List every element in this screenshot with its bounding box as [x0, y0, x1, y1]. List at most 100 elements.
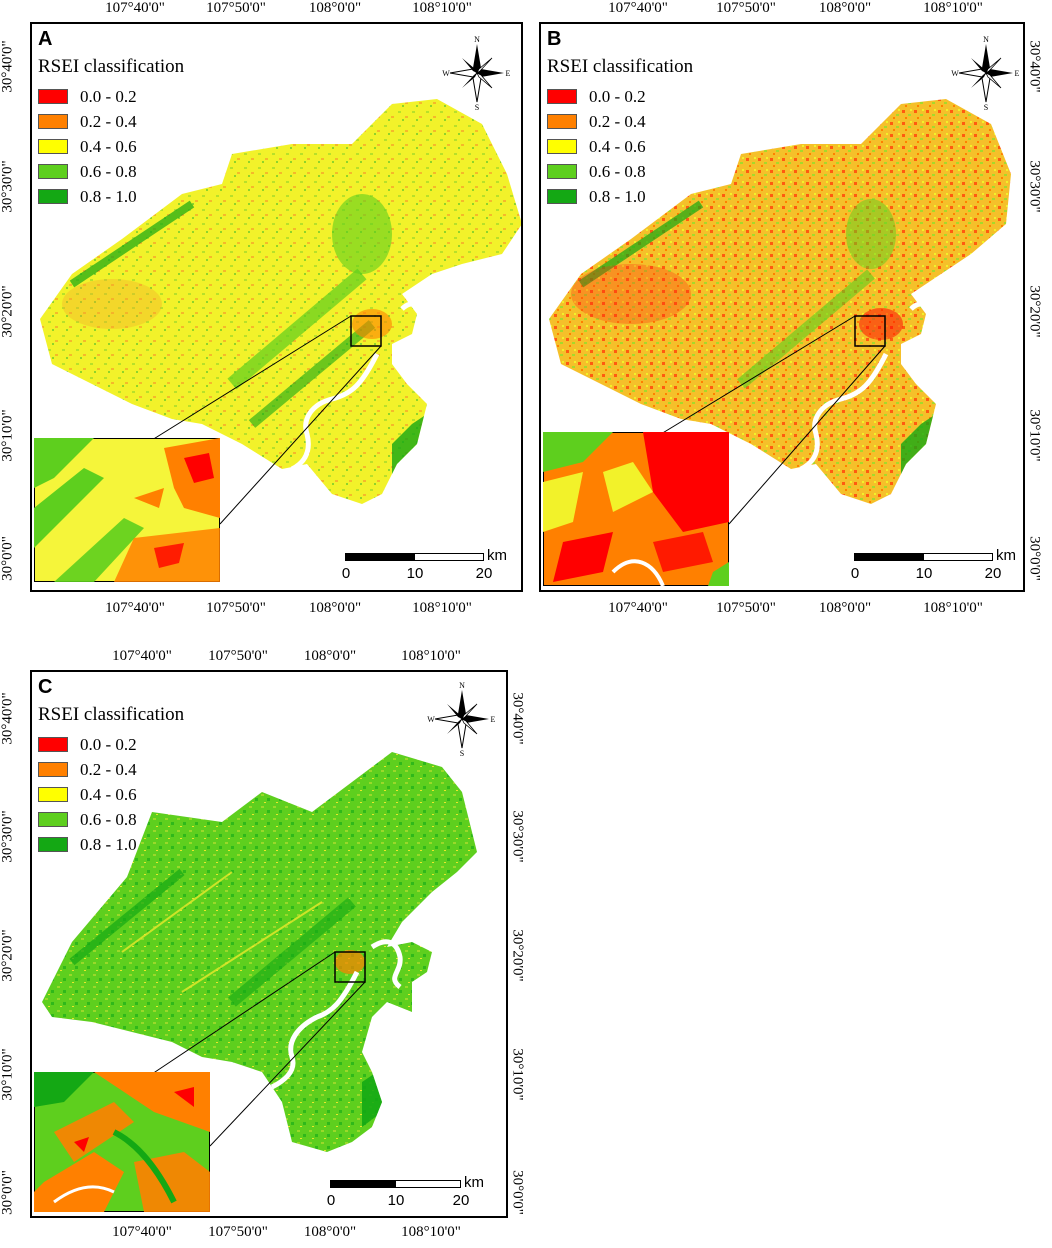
scale-bar: km 0 10 20	[342, 547, 507, 590]
legend-label: 0.2 - 0.4	[589, 111, 646, 131]
lon-label-bottom: 108°0'0"	[308, 600, 362, 616]
river	[270, 939, 403, 1090]
lon-label-top: 108°10'0"	[401, 648, 461, 664]
inset-map	[543, 432, 729, 586]
scale-unit: km	[996, 547, 1016, 564]
scale-tick: 0	[326, 1192, 336, 1209]
legend-item: 0.4 - 0.6	[547, 134, 646, 159]
lon-label-top: 107°50'0"	[206, 0, 266, 16]
legend-label: 0.0 - 0.2	[589, 86, 646, 106]
study-area	[40, 99, 521, 504]
lon-label-bottom: 107°40'0"	[608, 600, 668, 616]
map-frame: B RSEI classification 0.0 - 0.2 0.2 - 0.…	[539, 22, 1025, 592]
lon-label-bottom: 107°50'0"	[206, 600, 266, 616]
svg-text:S: S	[475, 103, 479, 112]
legend: 0.0 - 0.2 0.2 - 0.4 0.4 - 0.6 0.6 - 0.8 …	[547, 84, 646, 209]
river	[799, 301, 938, 472]
svg-text:N: N	[474, 35, 480, 44]
scale-unit: km	[464, 1174, 484, 1191]
inset-locator-box	[854, 315, 886, 347]
legend-label: 0.0 - 0.2	[80, 86, 137, 106]
svg-text:S: S	[984, 103, 988, 112]
legend-item: 0.2 - 0.4	[547, 109, 646, 134]
north-arrow-icon: N S E W	[427, 681, 496, 758]
svg-text:W: W	[427, 715, 435, 724]
legend-item: 0.6 - 0.8	[547, 159, 646, 184]
panel-c: 107°40'0" 107°50'0" 108°0'0" 108°10'0" 3…	[0, 622, 526, 1246]
lon-label-bottom: 108°10'0"	[401, 1224, 461, 1240]
legend-title: RSEI classification	[38, 56, 185, 77]
legend-label: 0.6 - 0.8	[80, 161, 137, 181]
svg-text:W: W	[442, 69, 450, 78]
svg-text:E: E	[506, 69, 511, 78]
legend: 0.0 - 0.2 0.2 - 0.4 0.4 - 0.6 0.6 - 0.8 …	[38, 84, 137, 209]
rsei-map	[549, 99, 1011, 525]
svg-text:E: E	[1015, 69, 1020, 78]
legend-label: 0.4 - 0.6	[80, 784, 137, 804]
panel-b: 107°40'0" 107°50'0" 108°0'0" 108°10'0"	[527, 0, 1052, 620]
legend-item: 0.0 - 0.2	[38, 732, 137, 757]
lat-label-right: 30°10'0"	[509, 1048, 526, 1101]
study-area	[42, 752, 477, 1152]
lon-label-bottom: 107°40'0"	[112, 1224, 172, 1240]
lon-label-bottom: 107°40'0"	[105, 600, 165, 616]
lat-label-right: 30°30'0"	[509, 810, 526, 863]
scale-tick: 20	[475, 565, 493, 582]
legend-item: 0.6 - 0.8	[38, 807, 137, 832]
legend-label: 0.4 - 0.6	[589, 136, 646, 156]
lat-label-right: 30°10'0"	[1026, 409, 1043, 462]
lon-label-top: 108°0'0"	[308, 0, 362, 16]
lon-label-top: 108°0'0"	[303, 648, 357, 664]
panel-letter: A	[38, 28, 53, 50]
lat-label-left: 30°40'0"	[0, 692, 16, 745]
lon-label-top: 107°50'0"	[716, 0, 776, 16]
lat-label-left: 30°20'0"	[0, 285, 16, 338]
legend-item: 0.8 - 1.0	[38, 184, 137, 209]
legend-title: RSEI classification	[38, 704, 185, 725]
svg-text:S: S	[460, 749, 464, 758]
lat-label-right: 30°20'0"	[1026, 285, 1043, 338]
legend-label: 0.8 - 1.0	[80, 834, 137, 854]
lon-label-top: 108°10'0"	[412, 0, 472, 16]
lon-label-top: 107°50'0"	[208, 648, 268, 664]
map-frame: A RSEI classification 0.0 - 0.2 0.2 - 0.…	[30, 22, 523, 592]
legend-title: RSEI classification	[547, 56, 694, 77]
legend-label: 0.8 - 1.0	[589, 186, 646, 206]
lon-label-bottom: 108°0'0"	[303, 1224, 357, 1240]
lon-label-top: 107°40'0"	[105, 0, 165, 16]
lon-label-bottom: 108°10'0"	[412, 600, 472, 616]
lat-label-left: 30°0'0"	[0, 1170, 16, 1215]
legend-label: 0.2 - 0.4	[80, 111, 137, 131]
panel-letter: C	[38, 676, 53, 698]
legend-label: 0.6 - 0.8	[80, 809, 137, 829]
scale-bar: km 0 10 20	[850, 547, 1016, 590]
scale-unit: km	[487, 547, 507, 564]
scale-bar: km 0 10 20	[326, 1174, 490, 1216]
legend-label: 0.2 - 0.4	[80, 759, 137, 779]
legend-item: 0.8 - 1.0	[38, 832, 137, 857]
legend: 0.0 - 0.2 0.2 - 0.4 0.4 - 0.6 0.6 - 0.8 …	[38, 732, 137, 857]
legend-label: 0.4 - 0.6	[80, 136, 137, 156]
inset-map	[34, 438, 220, 582]
lon-label-top: 108°0'0"	[818, 0, 872, 16]
legend-item: 0.0 - 0.2	[38, 84, 137, 109]
legend-item: 0.4 - 0.6	[38, 134, 137, 159]
legend-item: 0.0 - 0.2	[547, 84, 646, 109]
lat-label-right: 30°40'0"	[1026, 40, 1043, 93]
lon-label-bottom: 108°10'0"	[923, 600, 983, 616]
lon-label-top: 108°10'0"	[923, 0, 983, 16]
lat-label-left: 30°10'0"	[0, 1048, 16, 1101]
scale-tick: 0	[850, 565, 860, 582]
legend-item: 0.4 - 0.6	[38, 782, 137, 807]
panel-letter: B	[547, 28, 562, 50]
scale-tick: 10	[387, 1192, 405, 1209]
lon-label-top: 107°40'0"	[112, 648, 172, 664]
lat-label-right: 30°0'0"	[1026, 536, 1043, 581]
lat-label-right: 30°0'0"	[509, 1170, 526, 1215]
lon-label-bottom: 107°50'0"	[716, 600, 776, 616]
svg-text:W: W	[951, 69, 959, 78]
svg-text:E: E	[491, 715, 496, 724]
lat-label-left: 30°10'0"	[0, 409, 16, 462]
lat-label-left: 30°20'0"	[0, 929, 16, 982]
lon-label-bottom: 107°50'0"	[208, 1224, 268, 1240]
